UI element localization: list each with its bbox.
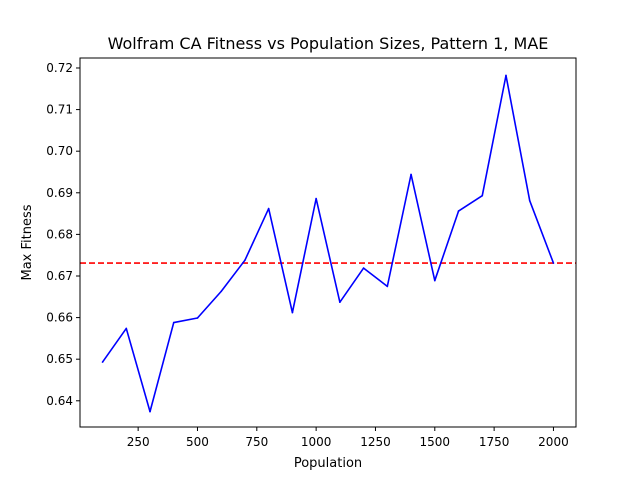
x-axis-ticks: 250 500 750 1000 1250 1500 1750 2000	[127, 427, 569, 449]
x-tick-label: 500	[186, 435, 209, 449]
data-point	[172, 321, 175, 324]
y-tick-label: 0.72	[46, 61, 73, 75]
y-axis-label: Max Fitness	[20, 204, 35, 280]
data-point	[125, 327, 128, 330]
y-tick-label: 0.66	[46, 311, 73, 325]
x-axis-label: Population	[294, 456, 362, 471]
data-point	[386, 285, 389, 288]
x-tick-label: 1750	[479, 435, 510, 449]
data-point	[267, 207, 270, 210]
data-point	[433, 279, 436, 282]
data-point	[481, 194, 484, 197]
x-tick-label: 750	[245, 435, 268, 449]
data-point	[149, 410, 151, 413]
x-tick-label: 1000	[301, 435, 332, 449]
data-point	[291, 311, 294, 314]
x-tick-label: 1500	[420, 435, 451, 449]
data-point	[101, 361, 104, 363]
data-point	[339, 301, 341, 303]
plot-area-frame	[79, 57, 577, 428]
data-point	[196, 317, 199, 319]
data-point	[505, 74, 507, 77]
data-point	[528, 199, 531, 202]
y-tick-label: 0.65	[46, 352, 73, 366]
data-point	[315, 197, 317, 200]
data-point	[220, 290, 223, 293]
x-tick-label: 2000	[538, 435, 569, 449]
chart-title: Wolfram CA Fitness vs Population Sizes, …	[108, 34, 549, 53]
x-tick-label: 250	[127, 435, 150, 449]
data-point	[410, 173, 412, 176]
x-tick-label: 1250	[360, 435, 391, 449]
y-tick-label: 0.69	[46, 186, 73, 200]
y-tick-label: 0.67	[46, 269, 73, 283]
data-point	[552, 262, 555, 264]
y-tick-label: 0.71	[46, 103, 73, 117]
data-point	[362, 267, 365, 269]
series-points	[101, 74, 555, 413]
data-point	[244, 259, 246, 261]
data-point	[457, 210, 460, 212]
y-tick-label: 0.64	[46, 394, 73, 408]
series-line	[101, 74, 555, 413]
y-tick-label: 0.70	[46, 144, 73, 158]
y-axis-ticks: 0.64 0.65 0.66 0.67 0.68 0.69 0.70 0.71 0.72	[46, 61, 80, 408]
y-tick-label: 0.68	[46, 227, 73, 241]
